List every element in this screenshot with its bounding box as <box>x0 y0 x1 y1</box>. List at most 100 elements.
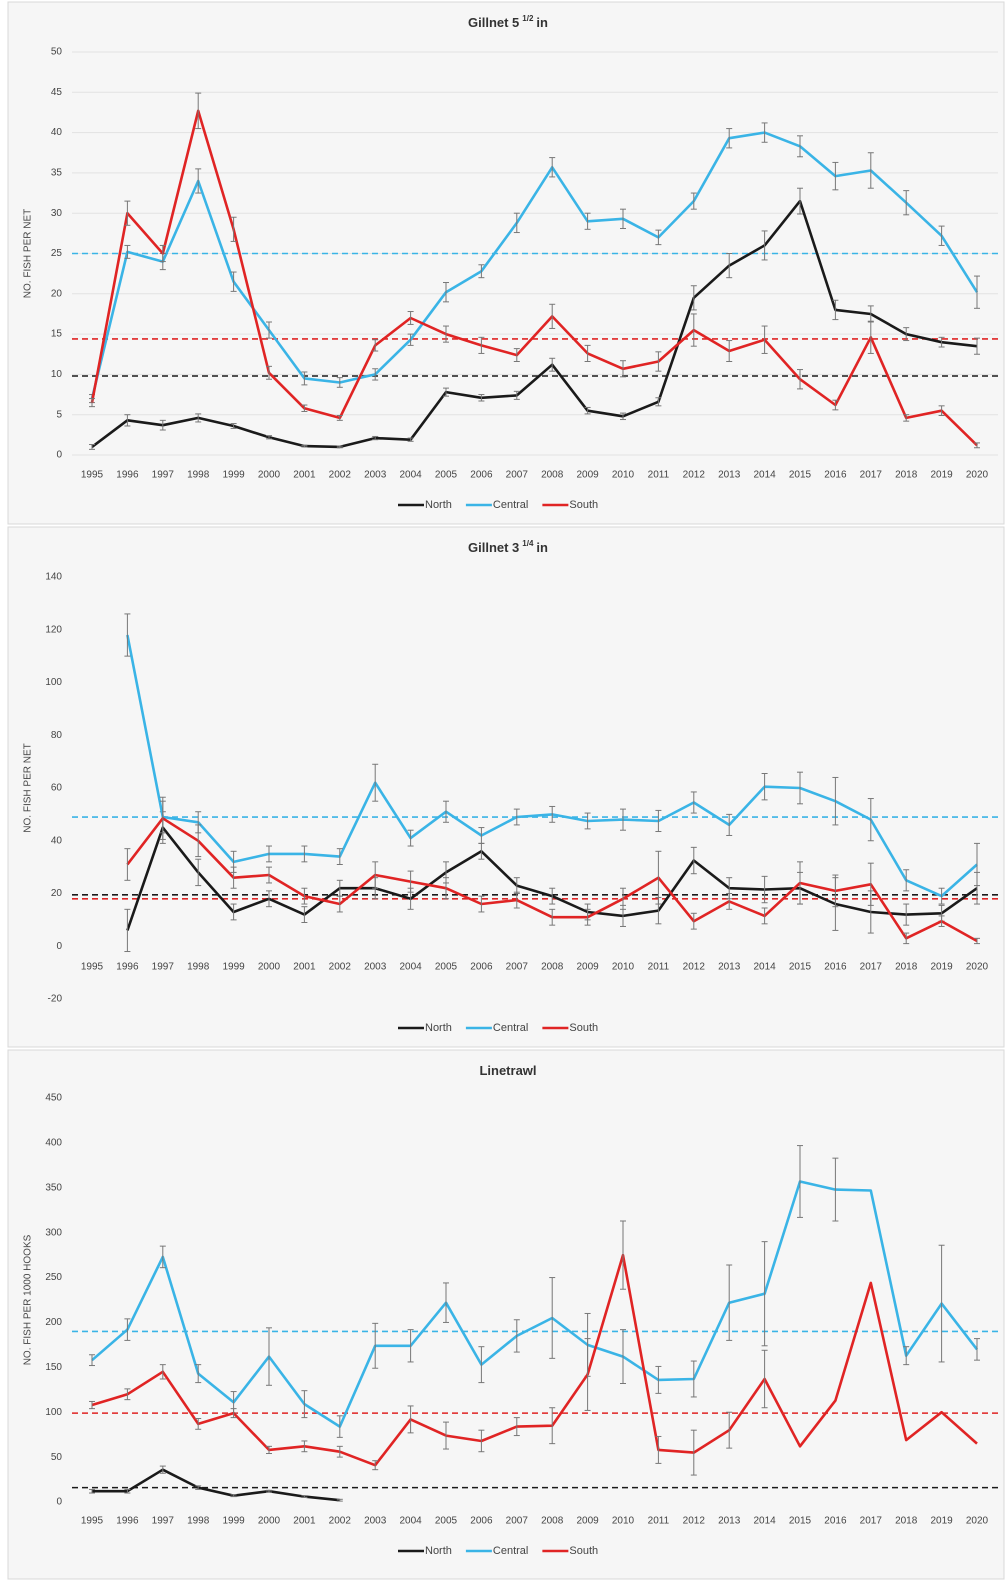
x-tick-label: 2008 <box>541 1516 564 1527</box>
error-bar <box>690 192 697 210</box>
y-tick-label: 300 <box>45 1227 62 1238</box>
y-tick-label: 15 <box>51 329 63 340</box>
error-bar <box>372 435 379 441</box>
x-tick-label: 2003 <box>364 1516 387 1527</box>
error-bar <box>266 321 272 339</box>
error-bar <box>761 1349 768 1409</box>
error-bar <box>372 861 379 889</box>
error-bar <box>513 212 520 234</box>
error-bar <box>584 1338 591 1411</box>
error-bar <box>513 1417 520 1437</box>
x-tick-label: 2006 <box>470 470 493 481</box>
x-tick-label: 2015 <box>789 1516 812 1527</box>
error-bar <box>407 870 414 893</box>
title-part: in <box>536 540 548 555</box>
error-bar <box>336 415 343 421</box>
x-tick-label: 2001 <box>293 962 316 973</box>
error-bar <box>974 442 980 449</box>
error-bar <box>407 829 414 847</box>
x-tick-label: 2006 <box>470 1516 493 1527</box>
error-bar <box>903 869 910 892</box>
x-tick-label: 2014 <box>753 962 776 973</box>
error-bar <box>195 92 202 130</box>
y-tick-label: 100 <box>45 677 62 688</box>
error-bar <box>124 1388 131 1401</box>
error-bar <box>443 800 449 823</box>
error-bar <box>655 850 662 905</box>
x-tick-label: 2017 <box>860 470 883 481</box>
error-bar <box>938 336 945 348</box>
error-bar <box>655 1435 662 1464</box>
y-tick-label: 30 <box>51 208 63 219</box>
x-tick-label: 2004 <box>399 962 422 973</box>
x-tick-label: 2014 <box>753 1516 776 1527</box>
error-bar <box>336 848 343 865</box>
x-tick-label: 1999 <box>222 962 245 973</box>
y-tick-label: 250 <box>45 1272 62 1283</box>
y-tick-label: 200 <box>45 1317 62 1328</box>
error-bar <box>761 875 768 904</box>
x-tick-label: 2012 <box>683 1516 706 1527</box>
x-tick-label: 2001 <box>293 470 316 481</box>
error-bar <box>938 225 945 246</box>
error-bar <box>832 1157 839 1222</box>
chart-title: Linetrawl <box>479 1063 536 1078</box>
x-tick-label: 2016 <box>824 470 847 481</box>
error-bar <box>690 1429 697 1476</box>
x-tick-label: 2019 <box>930 470 953 481</box>
y-tick-label: 0 <box>56 450 62 461</box>
error-bar <box>372 1460 379 1471</box>
error-bar <box>513 348 520 363</box>
y-tick-label: 20 <box>51 888 63 899</box>
x-tick-label: 1995 <box>81 1516 104 1527</box>
error-bar <box>974 1338 980 1361</box>
error-bar <box>832 161 839 191</box>
y-tick-label: 0 <box>56 941 62 952</box>
error-bar <box>230 216 237 242</box>
x-tick-label: 2003 <box>364 470 387 481</box>
error-bar <box>549 303 556 329</box>
legend-label: Central <box>493 1022 528 1034</box>
x-tick-label: 2007 <box>506 470 529 481</box>
error-bar <box>266 435 272 440</box>
x-tick-label: 2001 <box>293 1516 316 1527</box>
x-tick-label: 2020 <box>966 962 989 973</box>
error-bar <box>478 394 485 402</box>
error-bar <box>903 903 910 926</box>
x-tick-label: 1998 <box>187 1516 210 1527</box>
error-bar <box>336 895 343 913</box>
panel-background <box>7 526 1005 1048</box>
x-tick-label: 2009 <box>576 1516 599 1527</box>
y-tick-label: 350 <box>45 1182 62 1193</box>
error-bar <box>549 805 556 823</box>
error-bar <box>903 414 910 422</box>
error-bar <box>726 128 733 149</box>
error-bar <box>478 827 485 844</box>
x-tick-label: 1996 <box>116 1516 139 1527</box>
x-tick-label: 2018 <box>895 962 918 973</box>
error-bar <box>124 848 131 881</box>
title-part: 1/2 <box>522 14 534 23</box>
error-bar <box>230 866 237 889</box>
x-tick-label: 2005 <box>435 1516 458 1527</box>
panel-background <box>7 1 1005 525</box>
x-tick-label: 2000 <box>258 470 281 481</box>
error-bar <box>407 1329 414 1363</box>
error-bar <box>655 397 662 407</box>
error-bar <box>478 336 485 354</box>
error-bar <box>726 340 733 363</box>
x-tick-label: 2000 <box>258 1516 281 1527</box>
error-bar <box>797 1145 803 1218</box>
error-bar <box>726 893 733 910</box>
error-bar <box>690 846 697 875</box>
x-tick-label: 2013 <box>718 1516 741 1527</box>
error-bar <box>266 845 272 863</box>
error-bar <box>549 908 556 926</box>
error-bar <box>195 824 202 858</box>
legend-label: South <box>569 1545 598 1557</box>
error-bar <box>478 264 485 279</box>
x-tick-label: 2011 <box>648 1516 670 1527</box>
error-bar <box>867 152 874 189</box>
error-bar <box>372 763 379 802</box>
